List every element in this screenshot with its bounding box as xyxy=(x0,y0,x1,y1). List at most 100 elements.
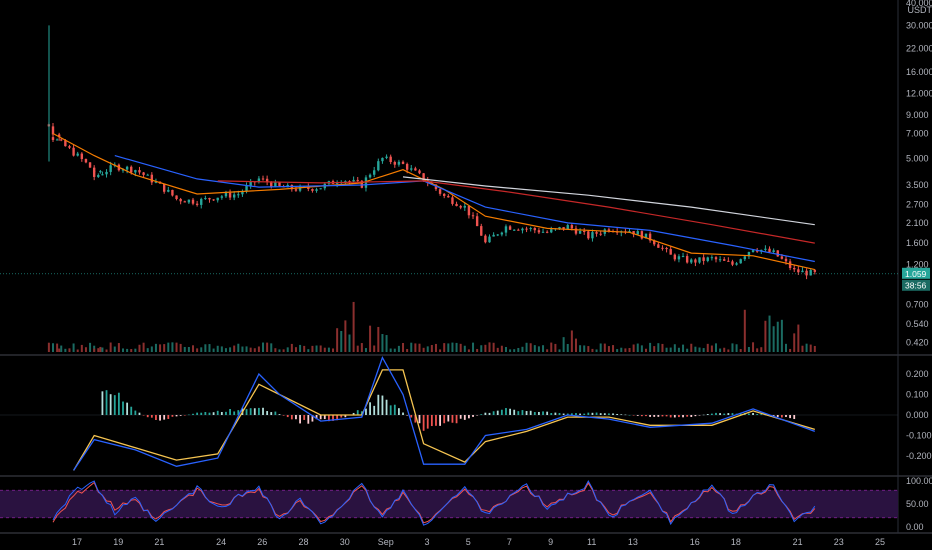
volume-bar xyxy=(756,348,759,352)
candle-body xyxy=(335,182,339,184)
volume-bar xyxy=(245,346,248,352)
volume-bar xyxy=(677,347,680,352)
volume-bar xyxy=(472,342,475,352)
volume-bar xyxy=(710,345,713,352)
macd-histogram-bar xyxy=(245,409,248,415)
candle-body xyxy=(389,156,392,163)
macd-histogram-bar xyxy=(595,412,598,415)
macd-histogram-bar xyxy=(212,412,215,415)
macd-histogram-bar xyxy=(295,415,297,420)
volume-bar xyxy=(558,349,561,352)
candle-body xyxy=(80,153,84,159)
macd-histogram-bar xyxy=(665,415,668,417)
volume-bar xyxy=(521,346,524,352)
macd-line xyxy=(73,356,816,471)
candle-body xyxy=(525,228,528,230)
candle-body xyxy=(463,205,466,208)
candle-body xyxy=(125,166,129,170)
macd-histogram-bar xyxy=(225,411,227,415)
candle-body xyxy=(134,170,137,173)
volume-bar xyxy=(706,343,709,352)
macd-histogram-bar xyxy=(179,415,182,416)
candle-body xyxy=(146,174,149,176)
time-tick-label: 21 xyxy=(154,537,164,547)
volume-bar xyxy=(97,348,100,352)
macd-histogram-bar xyxy=(570,413,573,415)
candle-body xyxy=(405,163,409,170)
macd-histogram-bar xyxy=(159,415,161,421)
candle-body xyxy=(517,229,520,231)
macd-histogram-bar xyxy=(496,410,499,415)
price-tick-label: 12.000 xyxy=(906,88,932,98)
volume-bar xyxy=(60,345,63,352)
macd-histogram-bar xyxy=(752,412,754,415)
candle-body xyxy=(541,231,545,233)
volume-bar xyxy=(764,320,767,352)
candle-body xyxy=(698,257,701,263)
macd-histogram-bar xyxy=(579,413,581,415)
macd-histogram-bar xyxy=(678,415,680,418)
countdown-label: 38:56 xyxy=(905,280,927,290)
candle-body xyxy=(673,254,677,260)
volume-bar xyxy=(603,343,606,352)
volume-bar xyxy=(694,346,697,352)
volume-bar xyxy=(636,343,639,352)
time-tick-label: 13 xyxy=(628,537,638,547)
volume-bar xyxy=(661,343,664,352)
last-price-badge xyxy=(902,267,930,279)
volume-bar xyxy=(68,348,71,352)
volume-bar xyxy=(624,348,627,352)
price-tick-label: 0.700 xyxy=(906,300,929,310)
candle-body xyxy=(710,257,714,259)
candle-body xyxy=(784,258,788,262)
volume-bar xyxy=(113,346,116,352)
macd-histogram-bar xyxy=(200,412,203,415)
moving-average-line xyxy=(217,180,815,244)
candle-body xyxy=(241,191,244,195)
price-tick-label: 3.500 xyxy=(906,180,929,190)
volume-bar xyxy=(187,347,190,352)
candle-body xyxy=(644,233,648,239)
macd-histogram-bar xyxy=(237,410,240,415)
macd-histogram-bar xyxy=(323,415,326,420)
volume-bar xyxy=(500,345,503,352)
price-tick-label: 5.000 xyxy=(906,154,929,164)
volume-bar xyxy=(208,344,211,352)
candle-body xyxy=(488,236,491,243)
volume-bar xyxy=(109,342,112,352)
candle-body xyxy=(702,257,705,261)
volume-bar xyxy=(319,345,322,352)
stoch-band xyxy=(0,490,898,518)
candle-body xyxy=(467,205,471,216)
volume-bar xyxy=(105,349,108,352)
stoch-tick-label: 0.00 xyxy=(906,522,924,532)
volume-bar xyxy=(607,346,610,352)
macd-histogram-bar xyxy=(542,411,544,415)
candle-body xyxy=(694,259,697,263)
macd-histogram-bar xyxy=(480,414,483,415)
volume-bar xyxy=(525,342,528,352)
candle-body xyxy=(508,226,512,230)
macd-histogram-bar xyxy=(673,415,676,418)
candle-body xyxy=(393,162,396,165)
volume-bar xyxy=(229,347,232,352)
volume-bar xyxy=(719,348,722,352)
volume-bar xyxy=(504,346,507,352)
time-axis[interactable]: 17 19 21 24 26 28 30 Sep 3 5 7 9 11 13 16 18 21 23 25 xyxy=(72,537,885,547)
volume-bar xyxy=(768,315,771,352)
macd-histogram-bar xyxy=(410,415,413,418)
price-tick-label: 0.420 xyxy=(906,338,929,348)
volume-bar xyxy=(286,347,289,352)
macd-histogram-bar xyxy=(731,413,734,415)
volume-bar xyxy=(336,328,339,352)
macd-histogram-bar xyxy=(126,402,129,415)
volume-bar xyxy=(591,348,594,352)
macd-histogram-bar xyxy=(146,415,149,418)
volume-bar xyxy=(587,346,590,352)
macd-histogram-bar xyxy=(130,406,133,415)
volume-bar xyxy=(389,348,392,352)
macd-histogram-bar xyxy=(558,412,561,415)
candle-body xyxy=(513,229,516,231)
macd-histogram-bar xyxy=(463,415,466,420)
